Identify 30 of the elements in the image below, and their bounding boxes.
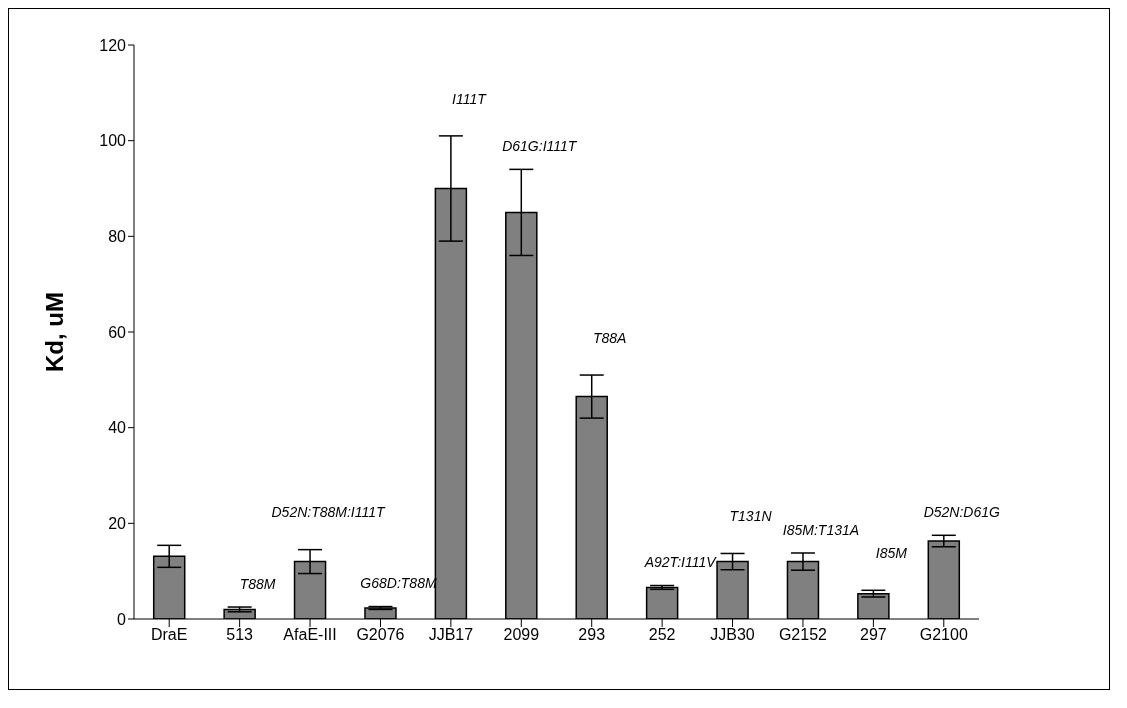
y-axis-title: Kd, uM	[40, 292, 68, 372]
y-tick-label: 80	[108, 228, 127, 246]
x-tick-label: 293	[578, 626, 606, 644]
annotation: T88A	[592, 329, 627, 346]
annotation: D61G:I111T	[502, 138, 578, 155]
y-tick-label: 20	[108, 515, 127, 533]
y-tick-label: 0	[117, 610, 127, 628]
annotation: I111T	[452, 90, 488, 107]
annotation: T88M	[239, 575, 276, 592]
y-tick-label: 120	[99, 36, 127, 54]
annotation: D52N:D61G	[923, 503, 1001, 520]
x-tick-label: 297	[860, 626, 887, 644]
x-tick-label: 513	[226, 626, 254, 644]
y-tick-label: 40	[108, 419, 127, 437]
x-tick-label: AfaE-III	[283, 626, 337, 644]
annotation: D52N:T88M:I111T	[271, 504, 387, 521]
x-tick-label: DraE	[150, 626, 188, 644]
y-tick-label: 100	[99, 132, 127, 150]
x-tick-label: JJB30	[710, 626, 755, 644]
x-tick-label: G2100	[919, 626, 968, 644]
annotation: I85M:T131A	[782, 521, 860, 538]
x-tick-label: G2076	[356, 626, 405, 644]
x-tick-label: G2152	[778, 626, 828, 644]
x-tick-label: JJB17	[428, 626, 474, 644]
x-tick-label: 2099	[503, 626, 540, 644]
annotation: T131N	[729, 508, 773, 525]
annotation: A92T:I111V	[643, 554, 718, 571]
annotation: I85M	[875, 545, 908, 561]
y-tick-label: 60	[108, 323, 127, 341]
x-tick-label: 252	[648, 626, 676, 644]
